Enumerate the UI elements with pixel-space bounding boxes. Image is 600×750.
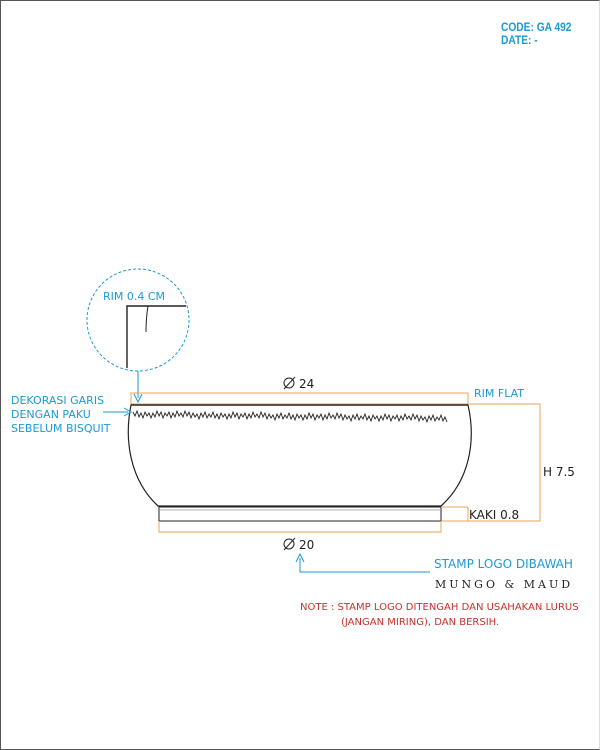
top-diameter-dimension <box>130 392 469 405</box>
diameter-symbol-bottom <box>283 537 296 551</box>
foot-ring <box>158 506 442 522</box>
drawing-date: DATE: - <box>501 33 538 47</box>
diameter-symbol-top <box>283 376 296 390</box>
rim-detail-circle <box>86 268 190 372</box>
rim-detail-label: RIM 0.4 CM <box>103 290 165 303</box>
stamp-leader-line <box>299 558 430 573</box>
rim-detail-profile <box>126 305 186 368</box>
product-code: CODE: GA 492 <box>501 20 572 34</box>
decoration-scratch-band <box>132 409 448 424</box>
stamp-leader-arrow <box>295 552 305 563</box>
brand-logo-text: MUNGO & MAUD <box>435 578 573 591</box>
note-line2: (JANGAN MIRING), DAN BERSIH. <box>341 617 499 628</box>
top-diameter-value: 24 <box>299 377 314 391</box>
height-label: H 7.5 <box>543 465 575 479</box>
rim-detail-inner-line <box>145 305 149 333</box>
bottom-diameter-dimension <box>158 521 442 533</box>
height-dimension <box>441 403 541 522</box>
title-block: CODE: GA 492 DATE: - <box>501 21 571 47</box>
stamp-logo-label: STAMP LOGO DIBAWAH <box>434 557 573 571</box>
foot-height-label: KAKI 0.8 <box>469 508 519 522</box>
bowl-body-outline <box>127 404 472 507</box>
decoration-note-line1: DEKORASI GARIS <box>11 394 104 407</box>
decoration-leader-arrow <box>123 407 133 417</box>
decoration-note-line3: SEBELUM BISQUIT <box>11 422 111 435</box>
decoration-note-line2: DENGAN PAKU <box>11 408 91 421</box>
note-line1: NOTE : STAMP LOGO DITENGAH DAN USAHAKAN … <box>300 602 579 613</box>
bottom-diameter-value: 20 <box>299 538 314 552</box>
rim-leader-arrow <box>133 393 143 404</box>
rim-flat-label: RIM FLAT <box>474 387 524 400</box>
